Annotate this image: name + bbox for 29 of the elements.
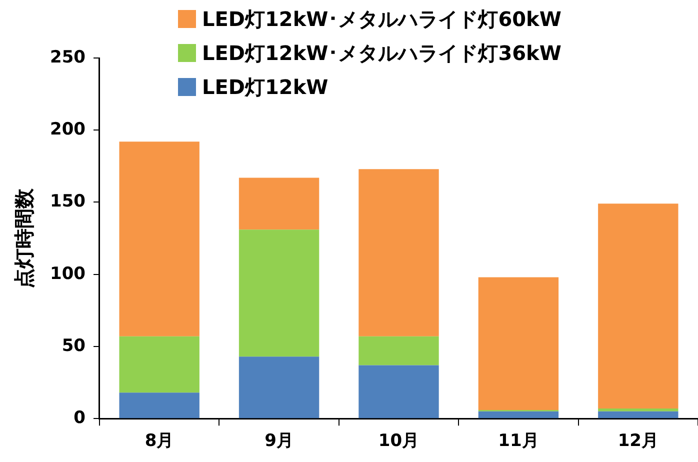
x-tick-label: 10月 bbox=[378, 431, 420, 452]
bar bbox=[358, 336, 439, 366]
y-axis-title: 点灯時間数 bbox=[12, 187, 36, 288]
legend-label: LED灯12kW･メタルハライド灯36kW bbox=[202, 40, 562, 66]
x-tick-label: 9月 bbox=[264, 431, 294, 452]
x-tick-label: 8月 bbox=[144, 431, 174, 452]
bar bbox=[119, 142, 200, 336]
bar bbox=[238, 230, 320, 357]
x-tick-label: 12月 bbox=[618, 431, 658, 452]
bar bbox=[478, 277, 559, 410]
legend-label: LED灯12kW･メタルハライド灯60kW bbox=[202, 6, 562, 32]
bar bbox=[598, 408, 678, 412]
bar bbox=[598, 204, 678, 409]
legend-label: LED灯12kW bbox=[202, 74, 328, 100]
bar bbox=[238, 178, 320, 230]
y-tick-label: 0 bbox=[74, 408, 86, 428]
bar bbox=[238, 356, 320, 418]
y-tick-label: 150 bbox=[50, 192, 86, 212]
y-tick-label: 100 bbox=[50, 264, 86, 284]
bar bbox=[119, 336, 200, 393]
bar bbox=[119, 392, 200, 418]
y-tick-label: 50 bbox=[62, 336, 86, 356]
bar bbox=[598, 411, 678, 418]
y-tick-label: 250 bbox=[50, 47, 86, 68]
x-tick-label: 11月 bbox=[498, 431, 539, 452]
bar bbox=[358, 365, 439, 418]
bar bbox=[478, 411, 559, 418]
y-tick-label: 200 bbox=[50, 120, 86, 140]
bar bbox=[358, 169, 439, 336]
